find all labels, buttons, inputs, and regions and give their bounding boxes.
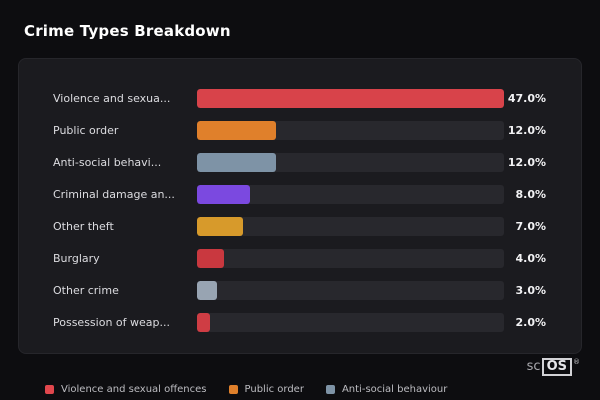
category-label: Violence and sexua... xyxy=(53,91,171,105)
bar-track xyxy=(197,312,505,332)
registered-mark: ® xyxy=(573,358,580,366)
bar-track xyxy=(197,280,505,300)
value-label: 12.0% xyxy=(507,123,546,137)
bar-segment[interactable] xyxy=(197,88,505,108)
bar-track xyxy=(197,152,505,172)
value-label: 4.0% xyxy=(515,251,546,265)
legend-item[interactable]: Public order xyxy=(228,384,304,395)
category-label: Other theft xyxy=(53,219,114,233)
chart-row: Violence and sexua... 47.0% xyxy=(19,82,581,114)
legend-item[interactable]: Anti-social behaviour xyxy=(325,384,448,395)
chart-card: Violence and sexua... 47.0% Public order 12… xyxy=(18,58,582,354)
category-label: Public order xyxy=(53,123,119,137)
bar-track xyxy=(197,184,505,204)
brand-prefix: sc xyxy=(526,359,541,374)
category-label: Burglary xyxy=(53,251,100,265)
chart-row: Burglary 4.0% xyxy=(19,242,581,274)
category-label: Possession of weap... xyxy=(53,315,170,329)
value-label: 2.0% xyxy=(515,315,546,329)
legend-label: Violence and sexual offences xyxy=(61,384,207,395)
legend-item[interactable]: Violence and sexual offences xyxy=(45,384,207,395)
chart-row: Anti-social behavi... 12.0% xyxy=(19,146,581,178)
category-label: Criminal damage an... xyxy=(53,187,175,201)
chart-row: Possession of weap... 2.0% xyxy=(19,306,581,338)
bar-segment[interactable] xyxy=(197,216,244,236)
bar-segment[interactable] xyxy=(197,120,276,140)
value-label: 7.0% xyxy=(515,219,546,233)
bar-track xyxy=(197,248,505,268)
value-label: 8.0% xyxy=(515,187,546,201)
value-label: 3.0% xyxy=(515,283,546,297)
category-label: Other crime xyxy=(53,283,119,297)
brand-logo: sc OS ® xyxy=(527,358,580,376)
bar-chart: Violence and sexua... 47.0% Public order 12… xyxy=(19,82,581,338)
page-title: Crime Types Breakdown xyxy=(24,22,231,40)
bar-segment[interactable] xyxy=(197,152,276,172)
chart-legend: Violence and sexual offences Public order… xyxy=(45,384,447,395)
value-label: 47.0% xyxy=(507,91,546,105)
brand-box: OS xyxy=(541,358,572,376)
legend-label: Anti-social behaviour xyxy=(341,384,448,395)
bar-track xyxy=(197,88,505,108)
legend-label: Public order xyxy=(244,384,304,395)
bar-segment[interactable] xyxy=(197,184,250,204)
value-label: 12.0% xyxy=(507,155,546,169)
chart-row: Public order 12.0% xyxy=(19,114,581,146)
category-label: Anti-social behavi... xyxy=(53,155,162,169)
legend-swatch-icon xyxy=(45,385,54,394)
bar-segment[interactable] xyxy=(197,280,217,300)
chart-row: Criminal damage an... 8.0% xyxy=(19,178,581,210)
chart-row: Other theft 7.0% xyxy=(19,210,581,242)
chart-row: Other crime 3.0% xyxy=(19,274,581,306)
bar-segment[interactable] xyxy=(197,312,211,332)
bar-segment[interactable] xyxy=(197,248,224,268)
bar-track xyxy=(197,216,505,236)
bar-track xyxy=(197,120,505,140)
legend-swatch-icon xyxy=(325,385,335,394)
legend-swatch-icon xyxy=(228,385,238,394)
